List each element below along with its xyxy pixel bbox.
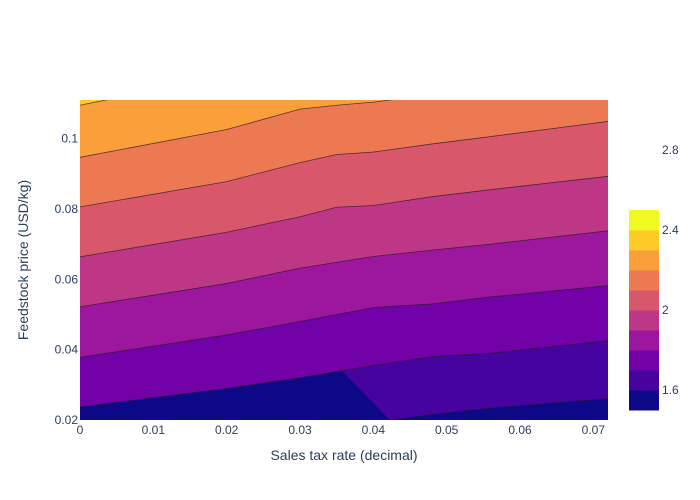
- contour-line: [80, 175, 608, 258]
- contour-line: [80, 230, 608, 308]
- colorbar-segment: [629, 230, 659, 251]
- y-tick-label: 0.1: [61, 132, 78, 146]
- colorbar-segment: [629, 270, 659, 291]
- colorbar-segment: [629, 350, 659, 371]
- x-tick-label: 0: [77, 423, 84, 437]
- colorbar-segment: [629, 250, 659, 271]
- contour-line: [80, 285, 608, 358]
- contour-lines: [80, 100, 608, 420]
- contour-line: [391, 398, 608, 420]
- colorbar-tick-label: 2.8: [662, 143, 679, 157]
- contour-line: [80, 340, 608, 408]
- y-tick-label: 0.06: [55, 272, 79, 286]
- x-tick-label: 0.02: [215, 423, 239, 437]
- colorbar-segment: [629, 390, 659, 411]
- contour-line: [80, 100, 393, 158]
- y-tick-label: 0.08: [55, 202, 79, 216]
- y-axis: 0.02 0.04 0.06 0.08 0.1: [55, 132, 79, 427]
- x-tick-label: 0.06: [508, 423, 532, 437]
- x-axis-title: Sales tax rate (decimal): [270, 447, 417, 463]
- y-tick-label: 0.04: [55, 343, 79, 357]
- colorbar-segment: [629, 310, 659, 331]
- colorbar-segment: [629, 210, 659, 231]
- colorbar-segment: [629, 330, 659, 351]
- colorbar-tick-label: 2: [662, 303, 669, 317]
- contour-band: [80, 100, 106, 106]
- x-tick-label: 0.01: [142, 423, 166, 437]
- colorbar-tick-label: 1.6: [662, 383, 679, 397]
- y-axis-title: Feedstock price (USD/kg): [15, 180, 31, 340]
- colorbar-segment: [629, 370, 659, 391]
- x-axis: 0 0.01 0.02 0.03 0.04 0.05 0.06 0.07: [77, 423, 606, 437]
- contour-line: [80, 100, 108, 106]
- x-tick-label: 0.04: [362, 423, 386, 437]
- y-tick-label: 0.02: [55, 413, 79, 427]
- contour-band: [80, 100, 390, 158]
- colorbar-tick-label: 2.4: [662, 223, 679, 237]
- colorbar: 1.6 2 2.4 2.8: [629, 143, 679, 411]
- colorbar-segment: [629, 290, 659, 311]
- x-tick-label: 0.07: [582, 423, 606, 437]
- contour-bands: [80, 100, 608, 420]
- contour-line: [80, 121, 608, 208]
- x-tick-label: 0.03: [288, 423, 312, 437]
- x-tick-label: 0.05: [435, 423, 459, 437]
